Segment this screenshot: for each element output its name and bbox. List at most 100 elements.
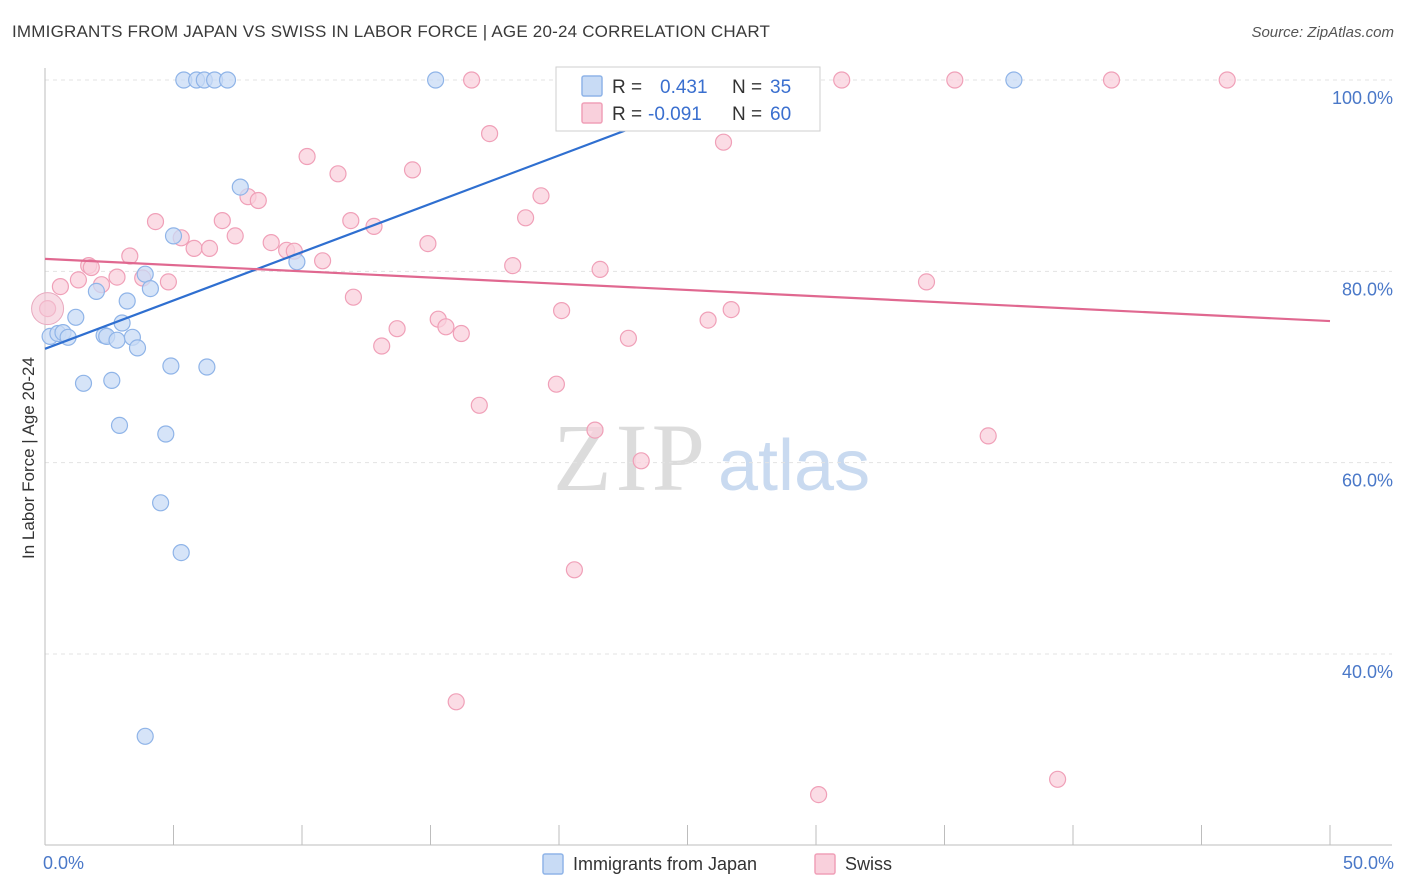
point-swiss [419, 235, 437, 253]
point-swiss [946, 71, 964, 89]
y-tick-label: 80.0% [1342, 279, 1393, 299]
legend-japan-n-label: N = [732, 77, 762, 98]
legend-swatch-japan [581, 75, 603, 97]
point-japan [103, 371, 121, 389]
point-swiss [586, 421, 604, 439]
point-japan [231, 178, 249, 196]
point-swiss [213, 212, 231, 230]
point-swiss [69, 271, 88, 289]
point-swiss [344, 288, 362, 306]
point-swiss [159, 273, 177, 291]
point-japan [1005, 71, 1023, 89]
point-swiss [809, 785, 828, 804]
bottom-legend-swatch-japan [542, 853, 564, 875]
stats-legend: R = 0.431 N = 35 R = -0.091 N = 60 [555, 66, 821, 132]
legend-japan-n-value: 35 [770, 77, 791, 98]
point-swiss [185, 239, 203, 257]
legend-swiss-n-value: 60 [770, 104, 791, 125]
point-japan [128, 339, 147, 357]
point-japan [110, 416, 129, 434]
bottom-legend-swatch-swiss [814, 853, 836, 875]
source-label: Source: ZipAtlas.com [1251, 24, 1394, 41]
point-japan [427, 71, 445, 89]
point-swiss [82, 258, 100, 277]
legend-japan-r-label: R = [612, 77, 642, 98]
point-japan [108, 331, 126, 349]
point-japan [152, 494, 170, 512]
point-japan [157, 425, 175, 443]
point-japan [136, 265, 154, 283]
point-japan [74, 374, 93, 392]
point-swiss [437, 318, 455, 336]
point-japan [218, 71, 237, 89]
point-swiss [532, 187, 550, 205]
legend-swatch-swiss [581, 102, 603, 124]
data-points [31, 71, 1236, 804]
point-swiss [917, 273, 936, 291]
legend-swiss-r-label: R = [612, 104, 642, 125]
point-swiss [470, 396, 488, 414]
point-swiss [403, 161, 422, 179]
point-japan [87, 282, 106, 300]
point-swiss [699, 311, 717, 329]
point-japan [164, 227, 183, 245]
point-swiss [552, 302, 571, 320]
watermark-atlas: atlas [718, 426, 870, 506]
chart-title: IMMIGRANTS FROM JAPAN VS SWISS IN LABOR … [12, 22, 771, 41]
point-swiss [833, 71, 851, 89]
point-swiss [314, 252, 332, 270]
bottom-legend-swiss-label: Swiss [845, 854, 892, 874]
point-swiss [1048, 770, 1067, 788]
bottom-legend-japan-label: Immigrants from Japan [573, 854, 757, 874]
point-swiss [1102, 71, 1121, 89]
watermark-zip: ZIP [553, 404, 709, 511]
point-swiss [619, 329, 638, 347]
point-swiss [714, 133, 733, 151]
point-swiss [547, 375, 566, 393]
x-tick-label-min: 0.0% [43, 853, 84, 873]
point-japan [172, 543, 190, 562]
point-japan [162, 357, 180, 375]
point-swiss-large [31, 292, 65, 326]
point-swiss [452, 324, 470, 343]
point-swiss [504, 257, 522, 275]
grid-lines: 40.0% 60.0% 80.0% 100.0% [45, 79, 1393, 682]
point-swiss [388, 320, 406, 338]
point-japan [118, 292, 136, 310]
y-axis-label: In Labor Force | Age 20-24 [19, 357, 38, 559]
point-swiss [565, 561, 584, 579]
point-swiss [722, 301, 740, 319]
point-swiss [342, 212, 360, 230]
point-swiss [632, 452, 650, 470]
point-japan [67, 308, 85, 326]
point-swiss [226, 227, 244, 245]
point-swiss [146, 213, 165, 231]
point-swiss [1218, 71, 1236, 89]
point-swiss [591, 260, 609, 278]
point-swiss [481, 125, 499, 143]
point-japan [136, 727, 154, 745]
y-tick-label: 100.0% [1332, 88, 1393, 108]
point-swiss [463, 71, 481, 89]
legend-japan-r-value: 0.431 [660, 77, 708, 98]
y-tick-label: 60.0% [1342, 471, 1393, 491]
point-swiss [298, 147, 316, 166]
point-swiss [249, 191, 267, 210]
axes [44, 68, 1392, 846]
point-japan [141, 280, 159, 298]
point-swiss [108, 268, 126, 286]
point-swiss [447, 693, 465, 711]
bottom-legend: Immigrants from Japan Swiss [542, 853, 892, 875]
legend-swiss-r-value: -0.091 [648, 104, 702, 125]
x-tick-label-max: 50.0% [1343, 853, 1394, 873]
point-swiss [373, 337, 391, 355]
point-swiss [121, 247, 139, 265]
point-swiss [329, 165, 347, 183]
legend-swiss-n-label: N = [732, 104, 762, 125]
point-japan [198, 358, 216, 376]
point-swiss [262, 234, 280, 252]
point-swiss [200, 239, 219, 257]
point-swiss [516, 209, 535, 227]
point-swiss [51, 278, 70, 296]
